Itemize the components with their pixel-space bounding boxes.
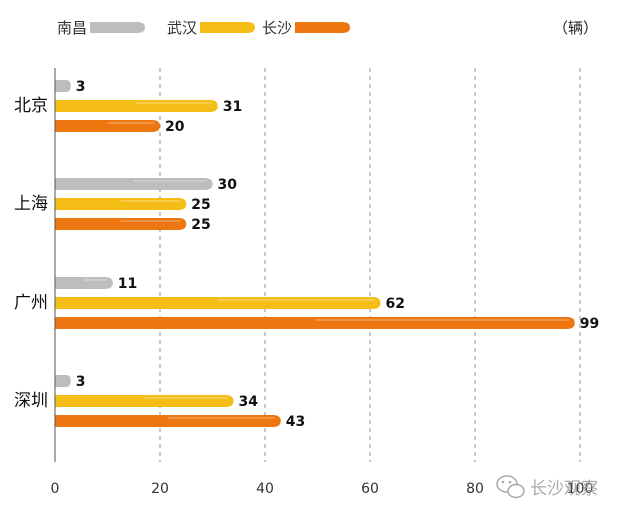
- data-label: 31: [223, 99, 242, 115]
- category-label: 深圳: [14, 391, 48, 411]
- data-label: 43: [286, 414, 305, 430]
- bar: [55, 80, 71, 92]
- bar: [55, 375, 71, 387]
- wechat-icon: [496, 475, 525, 499]
- x-tick-label: 80: [466, 481, 484, 497]
- bar: [55, 120, 160, 132]
- legend-swatch: [90, 22, 145, 33]
- data-label: 25: [191, 197, 210, 213]
- x-tick-label: 60: [361, 481, 379, 497]
- bar: [55, 297, 381, 309]
- unit-label: （辆）: [553, 19, 598, 37]
- data-label: 25: [191, 217, 210, 233]
- bar: [55, 277, 113, 289]
- data-label: 30: [218, 177, 238, 193]
- bar: [55, 218, 187, 230]
- legend-label: 武汉: [167, 19, 197, 37]
- watermark: 长沙观察: [496, 475, 598, 499]
- data-label: 11: [118, 276, 137, 292]
- data-label: 99: [580, 316, 599, 332]
- bar: [55, 415, 281, 427]
- watermark-text: 长沙观察: [530, 479, 598, 499]
- legend: 南昌 武汉 长沙: [57, 19, 350, 37]
- data-label: 62: [386, 296, 405, 312]
- bar: [55, 198, 187, 210]
- category-label: 北京: [14, 96, 48, 116]
- data-label: 34: [239, 394, 259, 410]
- x-tick-label: 100: [567, 481, 594, 497]
- legend-label: 长沙: [262, 19, 292, 37]
- x-tick-label: 40: [256, 481, 274, 497]
- data-label: 20: [165, 119, 185, 135]
- bar: [55, 178, 213, 190]
- legend-label: 南昌: [57, 19, 87, 37]
- x-tick-label: 20: [151, 481, 169, 497]
- bars: 3 31 20 30 25 25 11 62 99 3 34 43: [55, 79, 599, 430]
- data-label: 3: [76, 374, 86, 390]
- category-label: 广州: [14, 293, 48, 313]
- data-label: 3: [76, 79, 86, 95]
- legend-swatch: [200, 22, 255, 33]
- category-label: 上海: [14, 194, 48, 214]
- bar: [55, 100, 218, 112]
- bar: [55, 317, 575, 329]
- bar: [55, 395, 234, 407]
- legend-swatch: [295, 22, 350, 33]
- x-tick-label: 0: [51, 481, 60, 497]
- x-axis: 0 20 40 60 80 100: [51, 68, 594, 497]
